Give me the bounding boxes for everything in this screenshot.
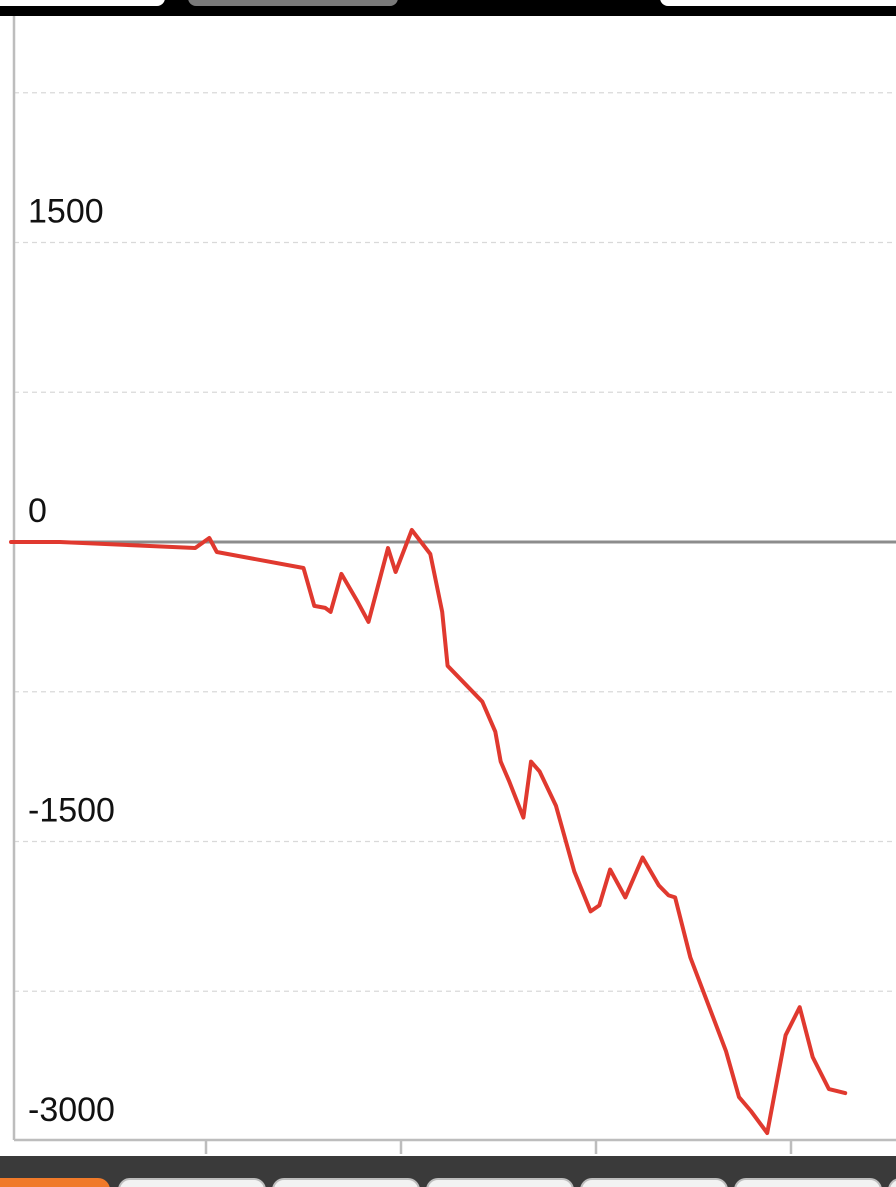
bottom-tab-3[interactable]: [272, 1178, 420, 1187]
bottom-tab-bar: [0, 1156, 896, 1187]
top-tab-left[interactable]: [0, 0, 165, 6]
series-line: [9, 528, 848, 1135]
bottom-tab-2[interactable]: [118, 1178, 266, 1187]
tick-labels: 12:0015:0018:0021:0015000-1500-3000: [28, 193, 115, 1130]
bottom-tab-4[interactable]: [426, 1178, 574, 1187]
y-tick-label: 0: [28, 492, 47, 530]
y-tick-label: -1500: [28, 792, 115, 830]
bottom-tab-5[interactable]: [580, 1178, 728, 1187]
top-tab-bar: [0, 0, 896, 16]
bottom-tab-active[interactable]: [0, 1178, 110, 1187]
top-tab-right[interactable]: [660, 0, 896, 6]
axes: [12, 16, 896, 1154]
top-tab-middle[interactable]: [188, 0, 398, 6]
series-lines: [9, 528, 848, 1135]
bottom-tab-6[interactable]: [734, 1178, 882, 1187]
line-chart: 12:0015:0018:0021:0015000-1500-3000: [0, 16, 896, 1156]
bottom-tab-7[interactable]: [888, 1178, 896, 1187]
chart-svg: 12:0015:0018:0021:0015000-1500-3000: [9, 16, 896, 1154]
y-tick-label: -3000: [28, 1091, 115, 1129]
grid-lines: [14, 92, 896, 992]
y-tick-label: 1500: [28, 193, 104, 231]
